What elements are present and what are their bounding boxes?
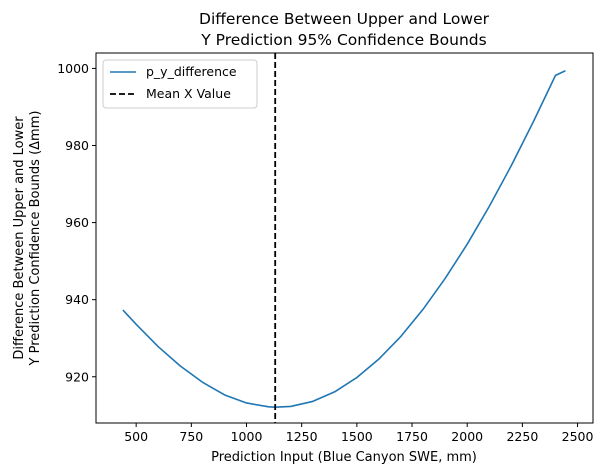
- legend: p_y_difference Mean X Value: [102, 59, 258, 109]
- x-tick-label: 1750: [396, 429, 428, 444]
- y-axis-ticks: 920 940 960 980 1000: [57, 61, 96, 384]
- y-tick-label: 1000: [57, 61, 89, 76]
- y-axis-label-line-1: Difference Between Upper and Lower: [12, 116, 27, 360]
- y-axis-label: Difference Between Upper and Lower Y Pre…: [12, 111, 43, 367]
- x-tick-label: 1500: [341, 429, 373, 444]
- x-tick-label: 500: [124, 429, 148, 444]
- series-line-p-y-difference: [122, 70, 566, 408]
- x-tick-label: 1000: [231, 429, 263, 444]
- legend-label-mean-x-value: Mean X Value: [146, 86, 231, 101]
- y-tick-label: 980: [65, 138, 89, 153]
- y-axis-label-line-2: Y Prediction Confidence Bounds (Δmm): [28, 111, 43, 367]
- legend-box: [102, 59, 258, 109]
- y-tick-label: 960: [65, 215, 89, 230]
- legend-label-p-y-difference: p_y_difference: [146, 64, 237, 79]
- y-tick-label: 920: [65, 369, 89, 384]
- x-tick-label: 2250: [506, 429, 538, 444]
- x-tick-label: 2000: [451, 429, 483, 444]
- chart-title-line-1: Difference Between Upper and Lower: [199, 10, 490, 28]
- chart-title-line-2: Y Prediction 95% Confidence Bounds: [200, 31, 486, 49]
- y-tick-label: 940: [65, 292, 89, 307]
- x-tick-label: 2500: [562, 429, 594, 444]
- series-layer: [122, 53, 566, 423]
- x-tick-label: 750: [179, 429, 203, 444]
- plot-area: [95, 52, 594, 424]
- x-axis-label: Prediction Input (Blue Canyon SWE, mm): [211, 450, 477, 465]
- x-tick-label: 1250: [286, 429, 318, 444]
- x-axis-ticks: 500 750 1000 1250 1500 1750 2000 2250 2500: [124, 423, 594, 444]
